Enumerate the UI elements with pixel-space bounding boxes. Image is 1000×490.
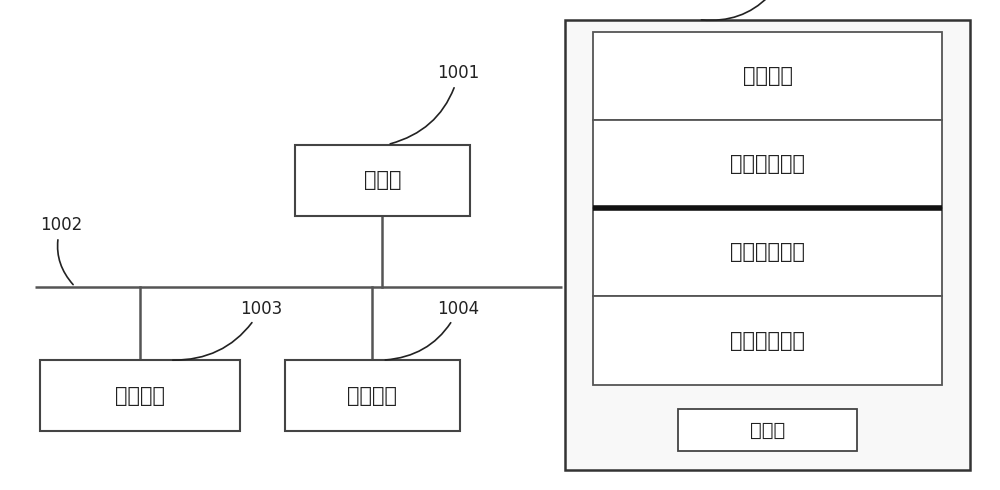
- Text: 温度校正程序: 温度校正程序: [730, 331, 805, 350]
- Text: 操作系统: 操作系统: [742, 66, 792, 86]
- Text: 网络通信模块: 网络通信模块: [730, 154, 805, 174]
- FancyBboxPatch shape: [40, 360, 240, 431]
- Text: 用户接口模块: 用户接口模块: [730, 243, 805, 262]
- Text: 处理器: 处理器: [364, 170, 401, 190]
- Text: 1003: 1003: [173, 299, 282, 360]
- Text: 存储器: 存储器: [750, 420, 785, 440]
- Text: 1002: 1002: [40, 216, 82, 285]
- FancyBboxPatch shape: [285, 360, 460, 431]
- Text: 用户接口: 用户接口: [115, 386, 165, 406]
- Text: 1005: 1005: [701, 0, 801, 20]
- FancyBboxPatch shape: [593, 32, 942, 120]
- FancyBboxPatch shape: [678, 409, 857, 451]
- Text: 网络接口: 网络接口: [348, 386, 397, 406]
- FancyBboxPatch shape: [295, 145, 470, 216]
- FancyBboxPatch shape: [565, 20, 970, 470]
- FancyBboxPatch shape: [593, 208, 942, 296]
- FancyBboxPatch shape: [593, 120, 942, 208]
- Text: 1001: 1001: [390, 64, 480, 144]
- Text: 1004: 1004: [385, 299, 480, 360]
- FancyBboxPatch shape: [593, 296, 942, 385]
